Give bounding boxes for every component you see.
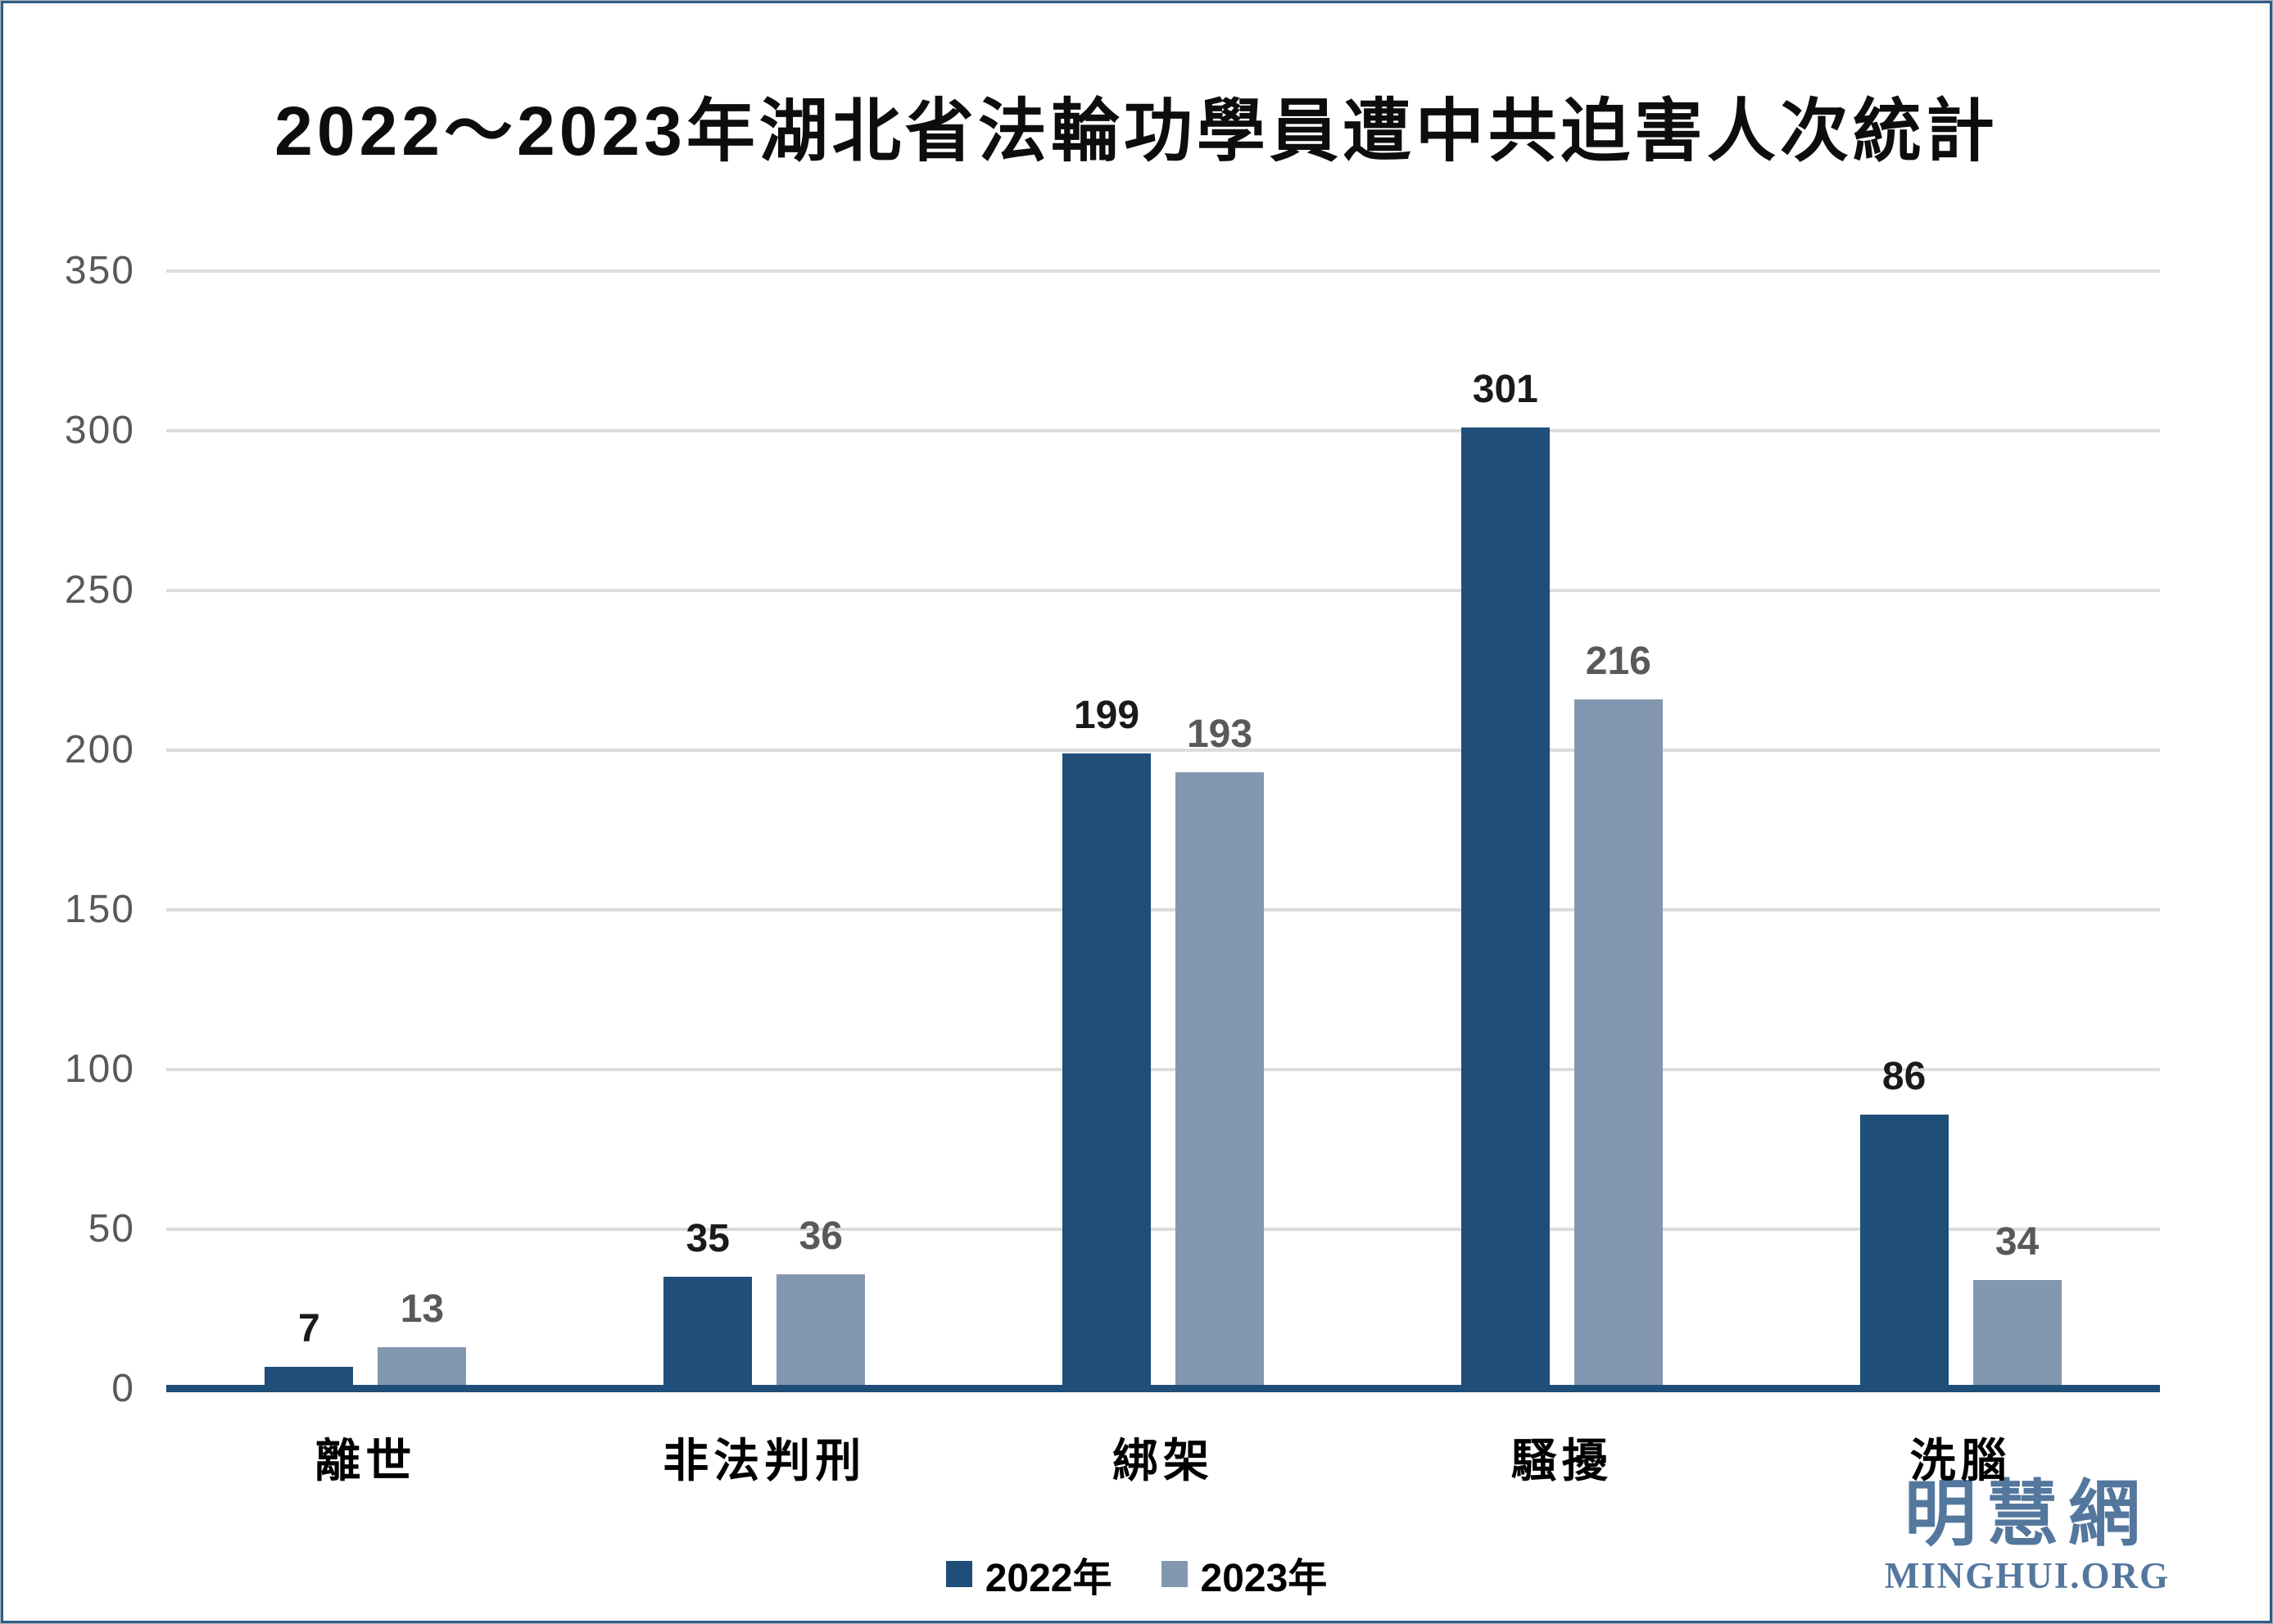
legend-swatch-2023 xyxy=(1161,1561,1188,1587)
plot-area: 0 50 100 150 200 250 300 350 7 13 35 36 199 193 301 216… xyxy=(65,251,2160,1409)
gridline-150 xyxy=(166,908,2160,912)
chart-title: 2022～2023年湖北省法輪功學員遭中共迫害人次統計 xyxy=(274,93,1999,170)
data-label-2022年-非法判刑: 35 xyxy=(686,1217,730,1260)
category-label-騷擾: 騷擾 xyxy=(1510,1435,1613,1486)
data-label-2022年-綁架: 199 xyxy=(1073,694,1140,737)
data-label-2023年-非法判刑: 36 xyxy=(799,1215,843,1258)
gridline-200 xyxy=(166,749,2160,752)
legend-item-2023: 2023年 xyxy=(1161,1545,1328,1603)
x-axis-line xyxy=(166,1385,2160,1392)
data-label-2023年-洗腦: 34 xyxy=(1995,1220,2040,1264)
bar-2022年-騷擾 xyxy=(1460,427,1550,1389)
bar-group-3: 199 193 xyxy=(964,271,1362,1389)
y-tick-label-350: 350 xyxy=(64,249,135,292)
legend-item-2022: 2022年 xyxy=(945,1545,1112,1603)
data-label-2023年-離世: 13 xyxy=(400,1287,445,1331)
bar-2022年-非法判刑 xyxy=(663,1277,753,1389)
legend-label-2023: 2023年 xyxy=(1200,1557,1328,1600)
bar-2023年-洗腦 xyxy=(1972,1280,2062,1389)
data-label-2022年-離世: 7 xyxy=(298,1307,320,1350)
bar-2022年-綁架 xyxy=(1062,753,1151,1389)
gridline-50 xyxy=(166,1228,2160,1231)
minghui-logo-latin-text: MINGHUI.ORG xyxy=(1884,1555,2170,1596)
bar-2023年-綁架 xyxy=(1175,772,1264,1389)
category-label-洗腦: 洗腦 xyxy=(1909,1435,2012,1486)
y-tick-label-100: 100 xyxy=(64,1047,135,1091)
gridline-350 xyxy=(166,269,2160,273)
bar-2022年-洗腦 xyxy=(1859,1115,1949,1389)
bar-group-5: 86 34 xyxy=(1762,271,2160,1389)
bar-group-2: 35 36 xyxy=(565,271,963,1389)
y-tick-label-50: 50 xyxy=(88,1207,135,1251)
minghui-logo: 明慧網 MINGHUI.ORG xyxy=(1885,1473,2170,1596)
bar-group-1: 7 13 xyxy=(166,271,564,1389)
gridline-300 xyxy=(166,429,2160,432)
y-tick-label-300: 300 xyxy=(64,409,135,452)
y-tick-label-250: 250 xyxy=(64,568,135,612)
legend-swatch-2022 xyxy=(945,1561,972,1587)
bar-2023年-騷擾 xyxy=(1573,699,1663,1389)
gridline-250 xyxy=(166,589,2160,592)
category-label-離世: 離世 xyxy=(315,1435,417,1486)
gridline-100 xyxy=(166,1068,2160,1071)
bar-group-4: 301 216 xyxy=(1363,271,1761,1389)
y-tick-label-0: 0 xyxy=(111,1367,135,1410)
bar-2023年-離世 xyxy=(378,1347,467,1389)
data-label-2022年-洗腦: 86 xyxy=(1881,1055,1927,1098)
category-label-綁架: 綁架 xyxy=(1112,1435,1214,1486)
legend: 2022年 2023年 xyxy=(1,1545,2272,1603)
minghui-logo-cjk-text: 明慧網 xyxy=(1904,1473,2150,1554)
data-label-2023年-騷擾: 216 xyxy=(1585,640,1651,683)
category-label-非法判刑: 非法判刑 xyxy=(663,1435,867,1486)
y-tick-label-200: 200 xyxy=(64,728,135,771)
bar-2023年-非法判刑 xyxy=(777,1274,866,1389)
data-label-2022年-騷擾: 301 xyxy=(1472,368,1538,411)
data-label-2023年-綁架: 193 xyxy=(1186,712,1253,756)
y-tick-label-150: 150 xyxy=(64,888,135,931)
legend-label-2022: 2022年 xyxy=(985,1557,1112,1600)
